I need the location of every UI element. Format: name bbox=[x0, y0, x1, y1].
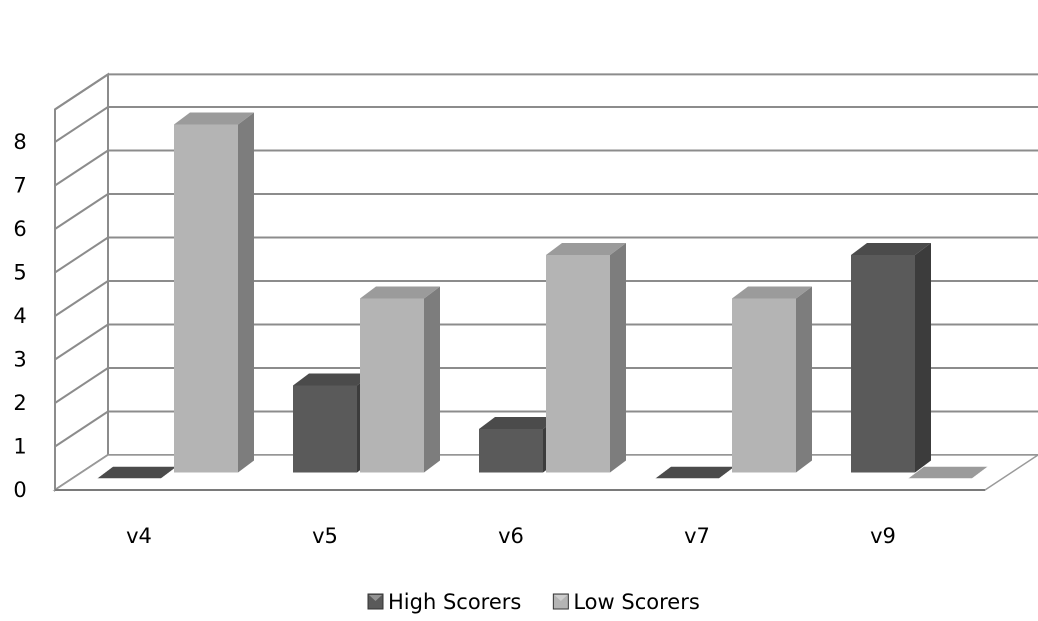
bar-high-scorers-v9 bbox=[851, 243, 931, 473]
bar-top bbox=[360, 286, 440, 299]
y-axis-ticks: 0 1 2 3 4 5 6 7 8 bbox=[13, 130, 26, 502]
y-tick-label: 3 bbox=[13, 348, 26, 372]
legend-swatch-highlight bbox=[554, 595, 568, 601]
y-tick-label: 0 bbox=[13, 478, 26, 502]
y-tick-label: 6 bbox=[13, 217, 26, 241]
bar-front bbox=[479, 429, 543, 473]
bar-top bbox=[293, 373, 373, 386]
bar-low-scorers-v5 bbox=[360, 286, 440, 473]
bar-top bbox=[732, 286, 812, 299]
bar-top bbox=[174, 112, 254, 125]
bar-top bbox=[851, 243, 931, 255]
bar-low-scorers-v9 bbox=[907, 466, 989, 479]
x-category-label: v7 bbox=[684, 524, 710, 548]
bar-side bbox=[238, 112, 254, 473]
gridline-side bbox=[54, 323, 109, 361]
bar-top bbox=[479, 417, 559, 429]
y-tick-label: 4 bbox=[13, 304, 26, 328]
bar-low-scorers-v6 bbox=[546, 243, 626, 473]
legend-swatch bbox=[552, 593, 569, 610]
legend-label: High Scorers bbox=[388, 590, 521, 614]
y-tick-label: 5 bbox=[13, 261, 26, 285]
x-category-label: v4 bbox=[126, 524, 152, 548]
x-category-label: v9 bbox=[870, 524, 896, 548]
bar-front bbox=[732, 298, 796, 473]
y-tick-label: 8 bbox=[13, 130, 26, 154]
legend-label: Low Scorers bbox=[573, 590, 699, 614]
bar-side bbox=[610, 243, 626, 473]
x-category-label: v5 bbox=[312, 524, 338, 548]
gridline-side bbox=[54, 193, 109, 230]
legend-item-high-scorers: High Scorers bbox=[367, 590, 521, 614]
bar-front bbox=[293, 385, 357, 473]
bar-side bbox=[915, 243, 931, 473]
legend-swatch-highlight bbox=[369, 595, 382, 601]
gridline-side bbox=[54, 367, 109, 404]
legend-item-low-scorers: Low Scorers bbox=[552, 590, 700, 614]
legend: High Scorers Low Scorers bbox=[367, 590, 700, 614]
bar-front bbox=[360, 298, 424, 473]
y-tick-label: 7 bbox=[13, 174, 26, 198]
bar-front bbox=[174, 124, 238, 473]
bar-low-scorers-v4 bbox=[174, 112, 254, 473]
bars bbox=[96, 112, 989, 479]
bar-side bbox=[424, 286, 440, 473]
bar-front bbox=[851, 255, 915, 473]
bar-front bbox=[546, 255, 610, 473]
y-tick-label: 2 bbox=[13, 391, 26, 415]
gridline-side bbox=[54, 280, 109, 317]
gridline-side bbox=[54, 73, 109, 111]
gridline-side bbox=[54, 236, 109, 274]
bar-top bbox=[546, 243, 626, 255]
x-category-label: v6 bbox=[498, 524, 524, 548]
bar-low-scorers-v7 bbox=[732, 286, 812, 473]
gridline-side bbox=[54, 149, 109, 187]
bar-slab bbox=[907, 466, 989, 479]
gridline-side bbox=[54, 106, 109, 143]
y-tick-label: 1 bbox=[13, 435, 26, 459]
legend-swatch bbox=[367, 593, 384, 610]
bar-side bbox=[796, 286, 812, 473]
x-axis-categories: v4 v5 v6 v7 v9 bbox=[126, 524, 896, 548]
gridline-side bbox=[54, 410, 109, 448]
